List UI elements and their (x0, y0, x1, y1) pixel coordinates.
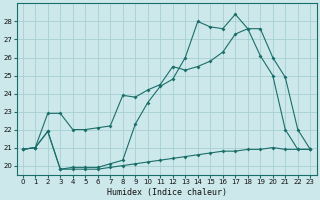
X-axis label: Humidex (Indice chaleur): Humidex (Indice chaleur) (107, 188, 227, 197)
